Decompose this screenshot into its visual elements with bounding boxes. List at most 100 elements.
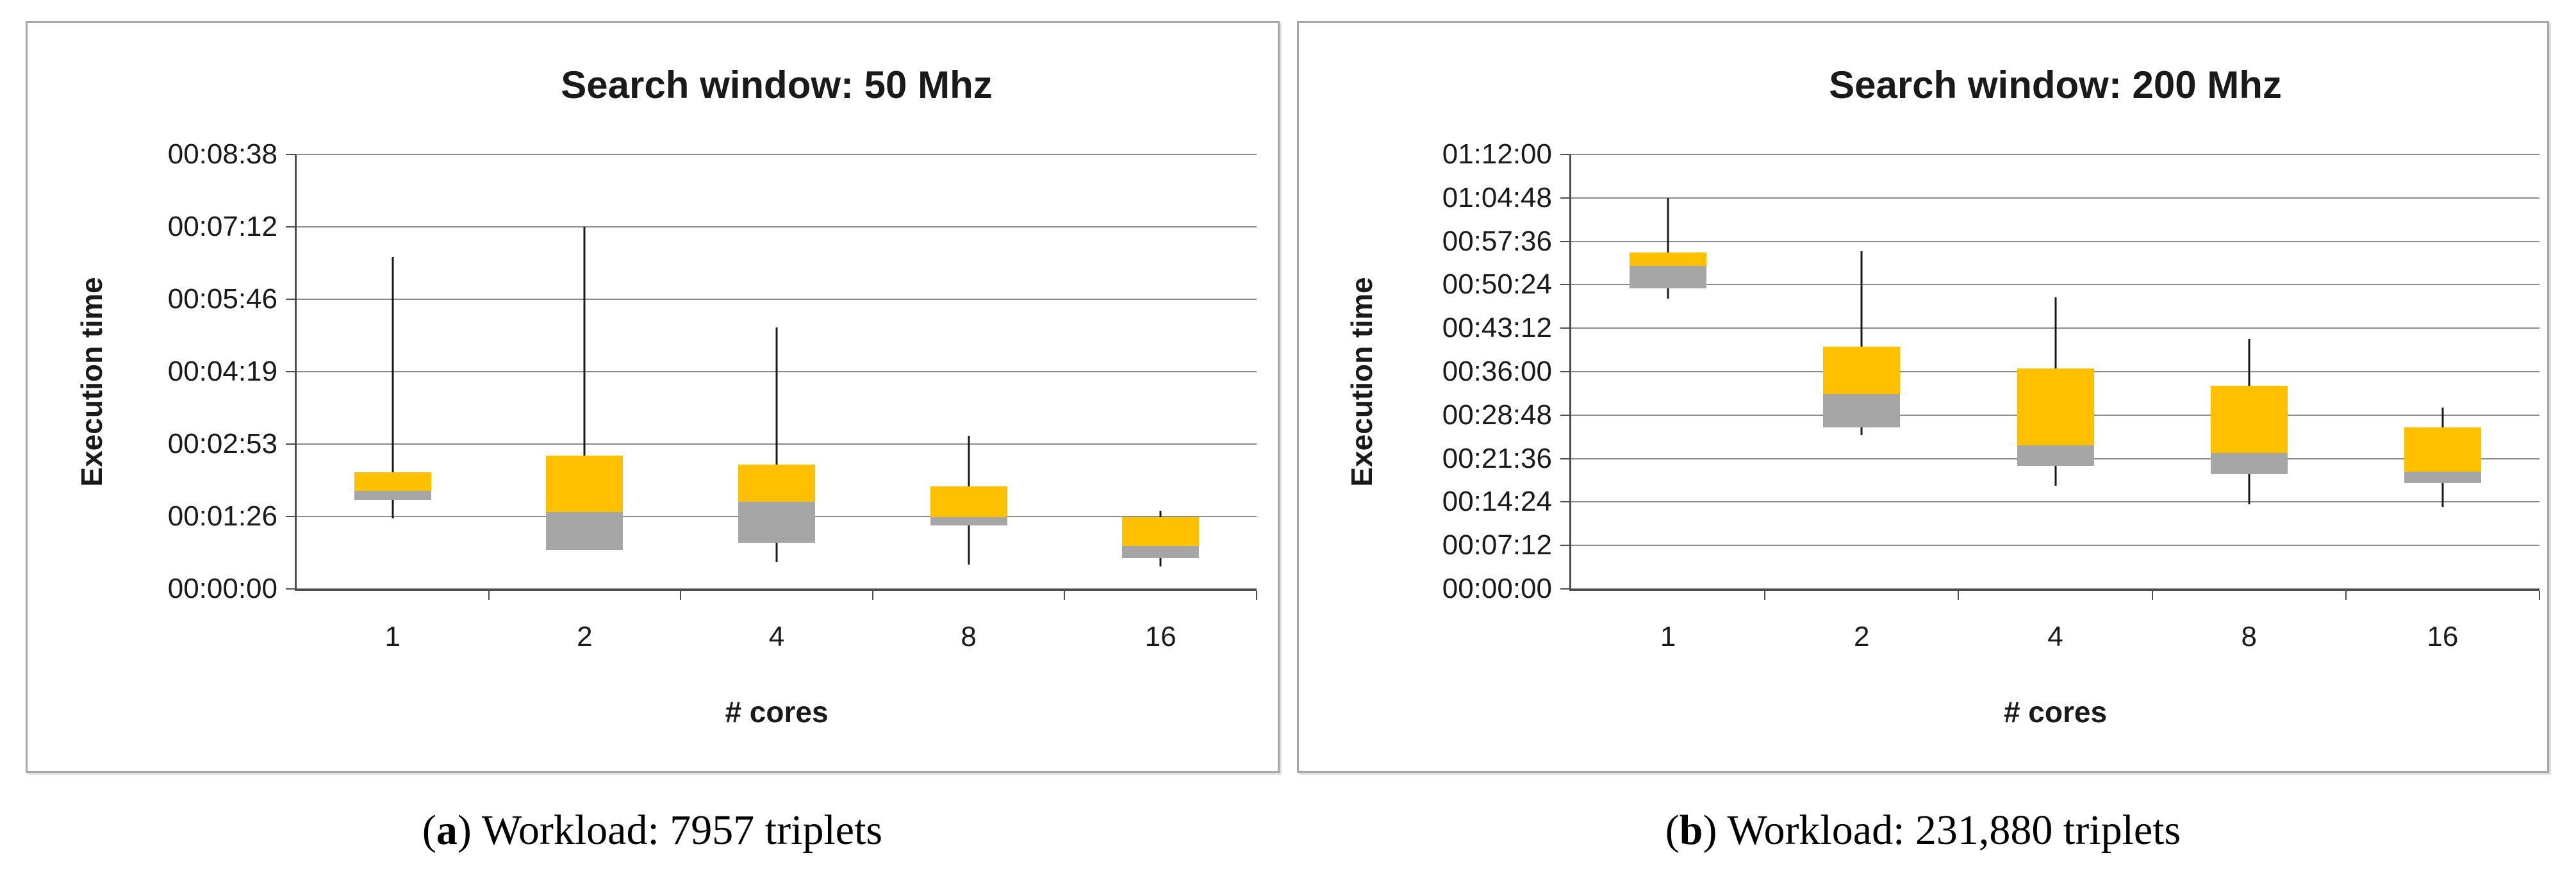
y-axis-tick bbox=[1560, 588, 1571, 590]
x-axis-tick bbox=[871, 591, 873, 600]
x-axis-line bbox=[295, 589, 1257, 591]
y-axis-tick-label: 00:43:12 bbox=[1442, 312, 1552, 344]
y-axis-tick bbox=[286, 226, 296, 227]
caption-text: Workload: 231,880 triplets bbox=[1727, 807, 2181, 854]
gridline bbox=[297, 154, 1257, 155]
x-axis-tick-label: 16 bbox=[1144, 621, 1177, 652]
box-lower-quartile bbox=[2017, 445, 2094, 466]
box-upper-quartile bbox=[1630, 252, 1707, 267]
box-lower-quartile bbox=[1823, 394, 1901, 428]
gridline bbox=[1571, 545, 2539, 547]
y-axis-title: Execution time bbox=[1345, 277, 1378, 487]
box-upper-quartile bbox=[2404, 427, 2481, 472]
y-axis-tick bbox=[1560, 240, 1571, 242]
y-axis-tick-label: 00:50:24 bbox=[1442, 268, 1552, 301]
y-axis-tick-label: 01:04:48 bbox=[1442, 181, 1552, 213]
box-upper-quartile bbox=[738, 465, 815, 502]
y-axis-tick-label: 00:00:00 bbox=[1442, 573, 1552, 604]
caption-text: Workload: 7957 triplets bbox=[481, 807, 883, 854]
x-axis-tick-label: 4 bbox=[2047, 621, 2063, 652]
y-axis-tick bbox=[1560, 284, 1571, 286]
caption-letter: a bbox=[436, 807, 458, 854]
box-upper-quartile bbox=[1122, 516, 1200, 547]
y-axis-tick bbox=[286, 299, 296, 300]
whisker-line bbox=[1667, 197, 1669, 299]
caption-a: (a) Workload: 7957 triplets bbox=[422, 806, 882, 855]
y-axis-line bbox=[295, 154, 297, 589]
box-lower-quartile bbox=[1122, 546, 1200, 558]
y-axis-tick bbox=[1560, 458, 1571, 459]
x-axis-tick bbox=[1064, 591, 1066, 600]
box-lower-quartile bbox=[2404, 472, 2481, 484]
x-axis-title: # cores bbox=[2003, 695, 2108, 729]
y-axis-tick-label: 00:00:00 bbox=[167, 573, 277, 604]
box-lower-quartile bbox=[354, 490, 431, 500]
whisker-line bbox=[583, 227, 586, 550]
whisker-line bbox=[775, 327, 778, 563]
gridline bbox=[297, 299, 1257, 300]
y-axis-line bbox=[1569, 154, 1571, 589]
y-axis-tick bbox=[1560, 197, 1571, 199]
gridline bbox=[1571, 240, 2539, 242]
y-axis-tick-label: 00:05:46 bbox=[167, 283, 277, 315]
chart-panel-50mhz: Search window: 50 Mhz Execution time # c… bbox=[26, 21, 1280, 773]
x-axis-tick-label: 1 bbox=[1660, 621, 1676, 652]
x-axis-tick bbox=[488, 591, 490, 600]
x-axis-tick-label: 16 bbox=[2427, 621, 2459, 652]
x-axis-tick-label: 2 bbox=[577, 621, 593, 652]
whisker-line bbox=[1860, 251, 1863, 436]
plot-area bbox=[286, 154, 1257, 600]
box-upper-quartile bbox=[354, 472, 431, 491]
chart-panel-200mhz: Search window: 200 Mhz Execution time # … bbox=[1297, 21, 2549, 773]
box-upper-quartile bbox=[1823, 347, 1901, 395]
caption-paren: ) bbox=[457, 807, 472, 854]
caption-letter: b bbox=[1679, 807, 1703, 854]
y-axis-tick bbox=[1560, 545, 1571, 547]
x-axis-tick bbox=[2539, 591, 2540, 600]
box-upper-quartile bbox=[2017, 368, 2094, 446]
y-axis-tick-label: 00:07:12 bbox=[167, 211, 277, 242]
x-axis-tick-label: 8 bbox=[961, 621, 977, 652]
y-axis-tick-label: 00:07:12 bbox=[1442, 529, 1552, 561]
caption-paren: ( bbox=[422, 807, 436, 854]
y-axis-tick-label: 00:14:24 bbox=[1442, 486, 1552, 518]
box-upper-quartile bbox=[930, 486, 1007, 517]
gridline bbox=[1571, 501, 2539, 503]
x-axis-tick bbox=[1958, 591, 1960, 600]
gridline bbox=[1571, 154, 2539, 155]
x-axis-line bbox=[1569, 589, 2539, 591]
y-axis-tick bbox=[286, 443, 296, 445]
x-axis-tick bbox=[680, 591, 682, 600]
box-lower-quartile bbox=[1630, 266, 1707, 289]
y-axis-tick-label: 00:04:19 bbox=[167, 356, 277, 387]
x-axis-tick bbox=[2345, 591, 2347, 600]
x-axis-tick bbox=[1764, 591, 1766, 600]
y-axis-tick bbox=[286, 371, 296, 372]
y-axis-tick-label: 01:12:00 bbox=[1442, 138, 1552, 170]
y-axis-tick-label: 00:21:36 bbox=[1442, 442, 1552, 474]
plot-area bbox=[1560, 154, 2540, 600]
x-axis-tick-label: 1 bbox=[384, 621, 401, 652]
caption-b: (b) Workload: 231,880 triplets bbox=[1665, 806, 2181, 855]
box-lower-quartile bbox=[930, 516, 1007, 525]
gridline bbox=[1571, 197, 2539, 199]
whisker-line bbox=[392, 257, 394, 519]
chart-title: Search window: 50 Mhz bbox=[561, 63, 993, 106]
y-axis-tick-label: 00:57:36 bbox=[1442, 225, 1552, 257]
y-axis-tick bbox=[1560, 327, 1571, 329]
x-axis-tick-label: 2 bbox=[1854, 621, 1870, 652]
y-axis-tick bbox=[1560, 501, 1571, 503]
y-axis-tick bbox=[286, 588, 296, 590]
x-axis-tick bbox=[2151, 591, 2153, 600]
y-axis-tick-label: 00:01:26 bbox=[167, 500, 277, 532]
chart-title: Search window: 200 Mhz bbox=[1829, 63, 2282, 106]
y-axis-tick bbox=[286, 516, 296, 517]
y-axis-tick bbox=[1560, 154, 1571, 155]
y-axis-title: Execution time bbox=[75, 277, 108, 487]
y-axis-tick-label: 00:36:00 bbox=[1442, 356, 1552, 387]
box-upper-quartile bbox=[2210, 385, 2288, 454]
y-axis-tick bbox=[286, 154, 296, 155]
x-axis-tick-label: 4 bbox=[768, 621, 785, 652]
gridline bbox=[297, 226, 1257, 227]
